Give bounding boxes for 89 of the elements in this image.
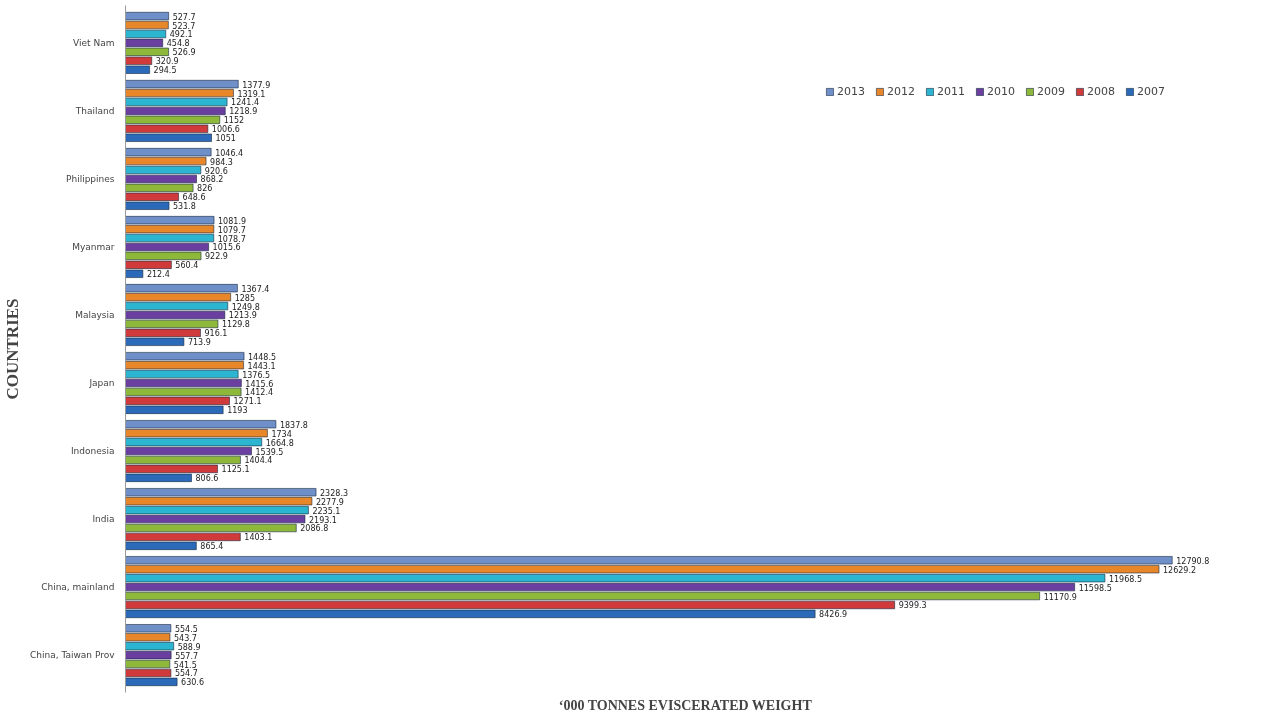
data-label: 1152	[223, 116, 245, 126]
data-label: 920.6	[204, 166, 228, 176]
data-label: 492.1	[169, 30, 193, 40]
data-label: 1006.6	[211, 125, 240, 135]
y-tick-label: Indonesia	[70, 446, 115, 457]
data-label: 1241.4	[231, 98, 260, 108]
data-label: 554.5	[174, 624, 198, 634]
data-label: 527.7	[172, 12, 196, 22]
data-label: 1376.5	[242, 370, 271, 380]
data-label: 922.9	[205, 252, 228, 262]
data-label: 1443.1	[247, 361, 276, 371]
data-label: 554.7	[174, 669, 198, 679]
data-label: 8426.9	[819, 610, 848, 620]
data-label: 984.3	[210, 157, 233, 167]
data-label: 523.7	[172, 21, 196, 31]
data-label: 454.8	[166, 39, 190, 49]
data-label: 1046.4	[215, 148, 244, 158]
legend-label: 2012	[887, 85, 915, 98]
data-label: 630.6	[181, 678, 205, 688]
data-label: 557.7	[175, 651, 199, 661]
legend-label: 2010	[987, 85, 1015, 98]
data-label: 541.5	[173, 660, 197, 670]
data-label: 826	[197, 184, 213, 194]
data-label: 713.9	[187, 338, 211, 348]
y-axis-title: COUNTRIES	[3, 298, 22, 400]
data-label: 648.6	[182, 193, 206, 203]
data-label: 2193.1	[308, 515, 337, 525]
x-axis-title: ‘000 TONNES EVISCERATED WEIGHT	[558, 697, 813, 713]
data-label: 1734	[271, 429, 292, 439]
y-tick-label: China, mainland	[41, 582, 115, 593]
data-label: 526.9	[172, 48, 196, 58]
legend-label: 2007	[1137, 85, 1165, 98]
data-label: 2328.3	[320, 488, 349, 498]
y-tick-label: China, Taiwan Prov	[30, 650, 116, 661]
data-label: 868.2	[200, 175, 224, 185]
data-label: 1837.8	[279, 420, 308, 430]
data-label: 1367.4	[241, 284, 270, 294]
data-label: 1051	[215, 134, 236, 144]
data-label: 1213.9	[228, 311, 257, 321]
data-label: 1415.6	[245, 379, 274, 389]
data-label: 1539.5	[255, 447, 284, 457]
data-label: 1412.4	[245, 388, 274, 398]
data-label: 212.4	[146, 270, 170, 280]
data-label: 11170.9	[1043, 592, 1077, 602]
data-label: 2086.8	[300, 524, 329, 534]
data-label: 916.1	[204, 329, 228, 339]
y-tick-label: Japan	[88, 378, 115, 389]
data-label: 294.5	[153, 66, 177, 76]
data-label: 11598.5	[1078, 583, 1112, 593]
data-label: 1081.9	[218, 216, 247, 226]
data-label: 12790.8	[1176, 556, 1210, 566]
data-label: 12629.2	[1163, 565, 1197, 575]
data-label: 1129.8	[221, 320, 250, 330]
y-tick-label: Thailand	[74, 105, 115, 116]
data-label: 560.4	[175, 261, 199, 271]
data-label: 1448.5	[248, 352, 277, 362]
data-label: 1079.7	[217, 225, 246, 235]
legend-label: 2011	[937, 85, 965, 98]
data-label: 1078.7	[217, 234, 246, 244]
data-label: 1015.6	[212, 243, 241, 253]
data-label: 531.8	[173, 202, 196, 212]
y-tick-label: India	[92, 514, 115, 525]
data-label: 1404.4	[244, 456, 273, 466]
data-label: 320.9	[155, 57, 179, 67]
data-label: 1249.8	[231, 302, 260, 312]
y-tick-label: Myanmar	[72, 241, 115, 252]
data-label: 1271.1	[233, 397, 262, 407]
data-label: 588.9	[177, 642, 201, 652]
data-label: 1403.1	[244, 533, 273, 543]
data-label: 2235.1	[312, 506, 341, 516]
y-tick-label: Malaysia	[75, 309, 115, 320]
y-tick-label: Viet Nam	[73, 37, 115, 48]
data-label: 1218.9	[229, 107, 258, 117]
data-label: 1664.8	[265, 438, 294, 448]
data-label: 1125.1	[221, 465, 250, 475]
data-label: 1377.9	[242, 80, 271, 90]
legend-label: 2013	[837, 85, 865, 98]
data-label: 1193	[227, 406, 248, 416]
data-label: 9399.3	[898, 601, 927, 611]
data-label: 1319.1	[237, 89, 266, 99]
legend-label: 2008	[1087, 85, 1115, 98]
data-label: 2277.9	[315, 497, 344, 507]
y-tick-label: Philippines	[66, 173, 115, 184]
data-label: 806.6	[195, 474, 219, 484]
legend-label: 2009	[1037, 85, 1065, 98]
data-label: 543.7	[173, 633, 197, 643]
data-label: 11968.5	[1108, 574, 1143, 584]
data-label: 1285	[234, 293, 256, 303]
data-label: 865.4	[200, 542, 224, 552]
